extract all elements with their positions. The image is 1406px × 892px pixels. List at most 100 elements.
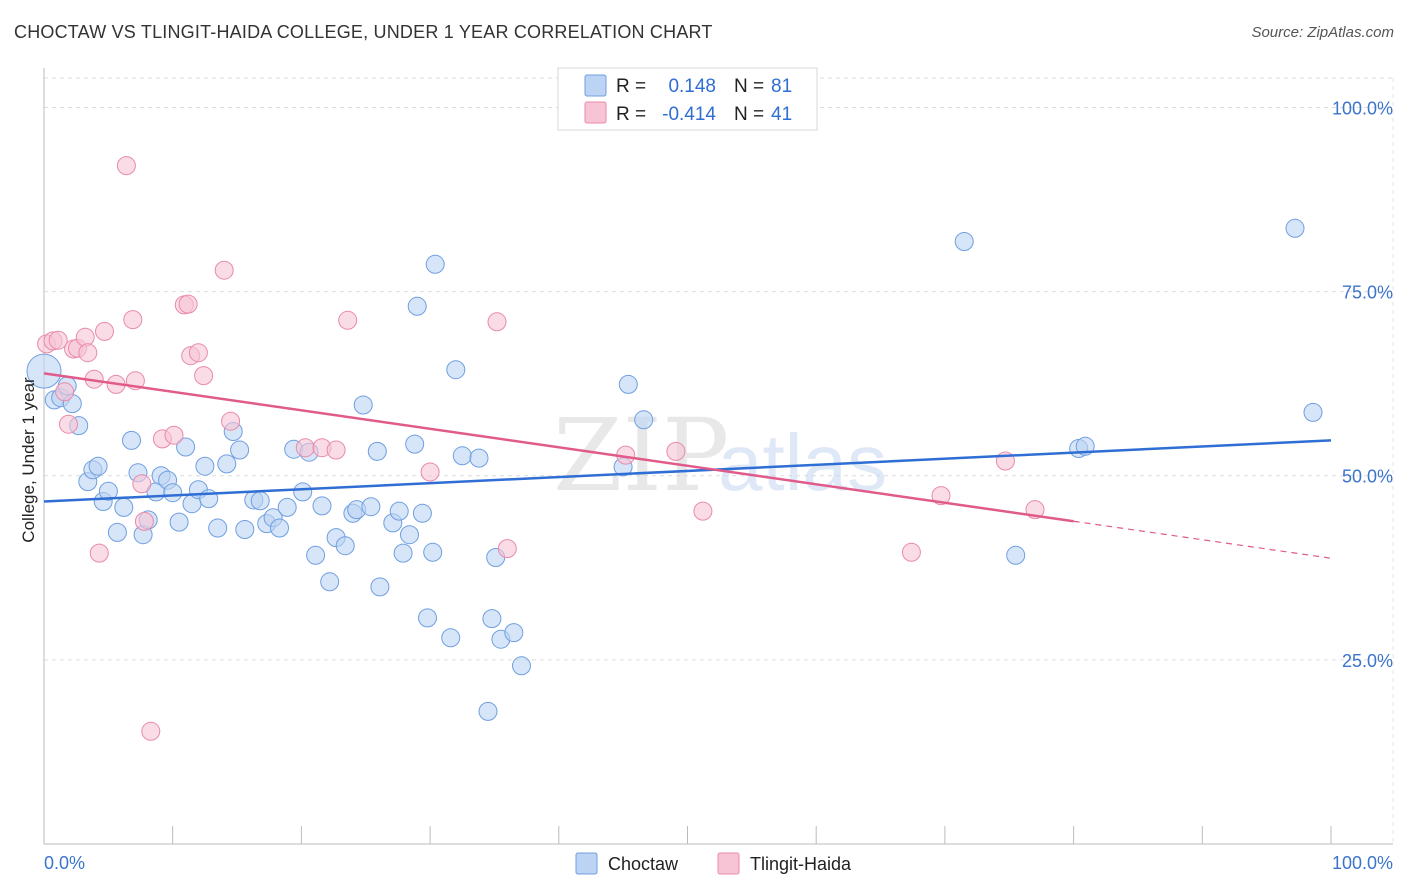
point-choctaw-70 [504,623,524,643]
trend-line-choctaw [43,439,1332,503]
legend-series: Choctaw Tlingit-Haida [575,852,852,875]
point-choctaw-56 [405,434,425,454]
point-tlingit-haida-37 [693,501,713,521]
source-attribution: Source: ZipAtlas.com [1251,24,1394,41]
point-choctaw-57 [407,296,427,316]
x-tick-labels: 0.0% 100.0% [44,853,1393,873]
point-choctaw-33 [250,491,270,511]
point-tlingit-haida-24 [188,343,208,363]
point-choctaw-20 [163,483,183,503]
point-tlingit-haida-22 [178,294,198,314]
point-choctaw-39 [293,482,313,502]
point-tlingit-haida-13 [116,156,136,176]
point-choctaw-49 [361,497,381,517]
legend-bottom-swatch-tlingit-haida [717,852,740,875]
point-tlingit-haida-10 [89,543,109,563]
point-choctaw-42 [312,496,332,516]
y-tick-labels: 25.0% 50.0% 75.0% 100.0% [1332,98,1393,670]
y-tick-label-25: 25.0% [1342,651,1393,671]
point-choctaw-59 [418,608,437,628]
point-choctaw-8 [88,456,108,476]
legend-swatch-choctaw [584,74,607,97]
point-tlingit-haida-39 [931,486,951,506]
point-choctaw-63 [446,360,466,380]
point-choctaw-51 [370,577,390,597]
point-choctaw-58 [412,503,432,523]
trend-line-tlingit-haida [43,372,1074,523]
point-choctaw-37 [277,497,297,517]
point-tlingit-haida-16 [132,474,152,494]
point-choctaw-64 [452,446,472,466]
point-tlingit-haida-27 [221,411,241,431]
point-choctaw-43 [320,572,340,592]
legend-bottom-swatch-choctaw [575,852,598,875]
legend-r-label-choctaw: R = [616,76,646,97]
point-choctaw-12 [114,497,134,517]
point-choctaw-45 [335,536,355,556]
point-tlingit-haida-36 [666,441,686,461]
point-tlingit-haida-33 [487,312,507,332]
trend-line-tlingit-haida-extrapolated [1073,520,1332,559]
legend-n-value-tlingit-haida: 41 [771,104,792,125]
point-choctaw-30 [230,440,250,460]
y-axis-label: College, Under 1 year [19,377,38,543]
point-choctaw-53 [389,501,409,521]
legend-r-value-tlingit-haida: -0.414 [662,104,716,125]
point-tlingit-haida-30 [326,440,346,460]
point-choctaw-80 [1303,402,1323,422]
legend-bottom-label-choctaw: Choctaw [608,854,679,874]
point-choctaw-28 [217,454,237,474]
point-tlingit-haida-20 [164,425,184,445]
trend-lines [43,372,1332,559]
point-choctaw-55 [400,525,419,545]
chart-title: CHOCTAW VS TLINGIT-HAIDA COLLEGE, UNDER … [14,22,713,42]
point-choctaw-50 [367,441,387,461]
point-tlingit-haida-2 [48,330,68,350]
point-choctaw-65 [469,448,489,468]
legend-r-label-tlingit-haida: R = [616,104,646,125]
data-points [26,156,1323,741]
y-tick-label-75: 75.0% [1342,283,1393,303]
legend-r-value-choctaw: 0.148 [668,76,716,97]
point-choctaw-0 [26,353,62,389]
y-tick-label-100: 100.0% [1332,98,1393,118]
point-tlingit-haida-18 [141,721,161,741]
point-choctaw-62 [441,628,461,648]
point-choctaw-79 [1285,218,1305,238]
legend-n-value-choctaw: 81 [771,76,792,97]
point-choctaw-11 [107,522,127,542]
point-choctaw-41 [306,545,326,565]
watermark: ZIP atlas [553,397,887,514]
point-tlingit-haida-14 [123,310,143,330]
point-choctaw-67 [482,609,502,629]
point-tlingit-haida-26 [214,260,234,280]
point-choctaw-25 [195,456,215,476]
legend-n-label-choctaw: N = [734,76,764,97]
point-choctaw-60 [423,542,443,562]
legend-bottom-label-tlingit-haida: Tlingit-Haida [750,854,852,874]
point-tlingit-haida-4 [59,414,78,434]
point-tlingit-haida-38 [901,542,921,562]
point-choctaw-48 [353,395,373,415]
point-choctaw-31 [235,520,255,539]
point-choctaw-74 [634,410,654,430]
point-tlingit-haida-25 [194,366,214,386]
point-tlingit-haida-17 [134,511,154,531]
point-choctaw-76 [1006,545,1026,565]
point-choctaw-13 [122,430,141,450]
point-choctaw-75 [954,232,974,251]
point-choctaw-73 [618,374,638,394]
point-tlingit-haida-31 [338,310,358,330]
legend-stats: R = 0.148 N = 81 R = -0.414 N = 41 [557,67,818,131]
point-choctaw-54 [393,543,413,563]
point-tlingit-haida-34 [497,539,517,559]
point-tlingit-haida-32 [420,462,440,482]
point-tlingit-haida-11 [95,321,114,341]
point-tlingit-haida-8 [78,343,98,363]
x-tick-label-right: 100.0% [1332,853,1393,873]
point-choctaw-27 [208,518,228,538]
point-tlingit-haida-28 [295,438,315,458]
y-tick-label-50: 50.0% [1342,467,1393,487]
legend-swatch-tlingit-haida [584,101,607,124]
